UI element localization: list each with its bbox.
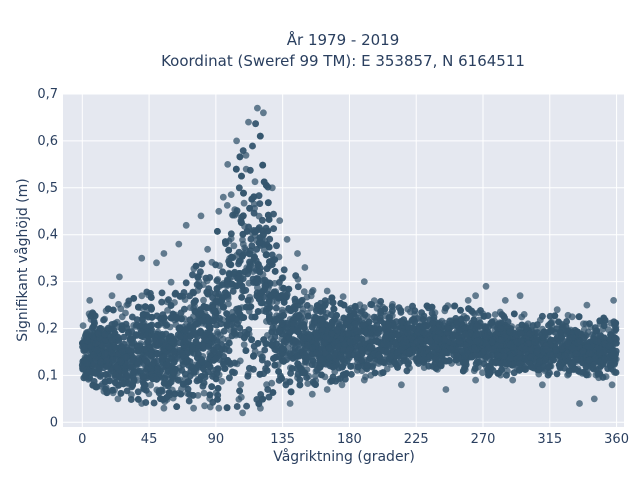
data-point bbox=[303, 293, 311, 301]
data-point bbox=[117, 305, 125, 313]
data-point bbox=[510, 369, 518, 377]
data-point bbox=[304, 380, 312, 387]
data-point bbox=[309, 287, 317, 294]
data-point bbox=[212, 261, 220, 269]
data-point bbox=[227, 191, 235, 199]
data-point bbox=[280, 266, 288, 274]
data-point bbox=[584, 328, 592, 336]
data-point bbox=[471, 365, 479, 372]
data-point bbox=[239, 236, 246, 244]
data-point bbox=[503, 371, 510, 379]
data-point bbox=[240, 341, 248, 349]
data-point bbox=[230, 242, 238, 250]
data-point bbox=[186, 304, 194, 311]
data-point bbox=[223, 202, 231, 209]
data-point bbox=[311, 372, 319, 380]
data-point bbox=[580, 320, 587, 328]
data-point bbox=[251, 178, 259, 186]
data-point bbox=[200, 389, 208, 397]
data-point bbox=[220, 327, 228, 335]
data-point bbox=[227, 235, 235, 243]
data-point bbox=[268, 379, 276, 387]
data-point bbox=[233, 207, 241, 215]
data-point bbox=[194, 392, 202, 399]
data-point bbox=[118, 313, 126, 321]
data-point bbox=[225, 300, 232, 308]
data-point bbox=[164, 307, 171, 314]
data-point bbox=[479, 369, 486, 377]
data-point bbox=[544, 371, 552, 379]
data-point bbox=[218, 377, 226, 385]
data-point bbox=[201, 402, 209, 410]
data-point bbox=[278, 306, 286, 314]
data-point bbox=[518, 313, 526, 321]
data-point bbox=[200, 296, 207, 304]
data-point bbox=[545, 322, 552, 329]
scatter-points bbox=[78, 104, 620, 417]
data-point bbox=[247, 235, 255, 243]
data-point bbox=[521, 366, 529, 373]
data-point bbox=[204, 245, 212, 253]
data-point bbox=[241, 244, 249, 252]
data-point bbox=[292, 272, 300, 280]
data-point bbox=[244, 372, 252, 380]
data-point bbox=[264, 360, 271, 367]
data-point bbox=[237, 381, 245, 388]
data-point bbox=[351, 302, 359, 310]
data-point bbox=[300, 288, 308, 296]
data-point bbox=[79, 322, 87, 329]
data-point bbox=[147, 381, 155, 389]
data-point bbox=[167, 278, 175, 286]
data-point bbox=[250, 209, 258, 217]
data-point bbox=[243, 402, 251, 410]
data-point bbox=[214, 328, 221, 336]
data-point bbox=[339, 293, 347, 300]
data-point bbox=[233, 403, 241, 410]
data-point bbox=[138, 292, 146, 300]
data-point bbox=[240, 199, 248, 207]
data-point bbox=[254, 284, 261, 292]
data-point bbox=[235, 396, 243, 403]
data-point bbox=[174, 377, 182, 384]
data-point bbox=[564, 311, 572, 319]
data-point bbox=[360, 304, 368, 311]
